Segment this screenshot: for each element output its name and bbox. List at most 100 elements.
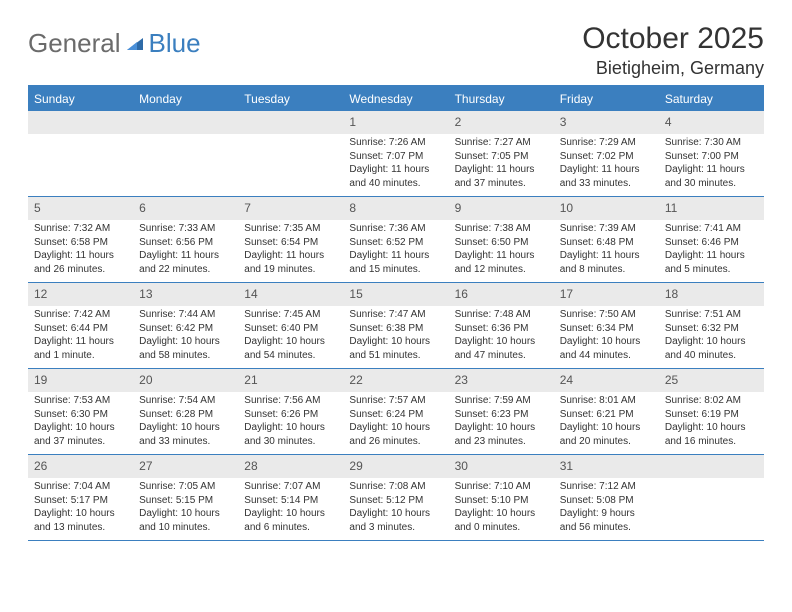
week-row: ...1Sunrise: 7:26 AMSunset: 7:07 PMDayli… (28, 111, 764, 197)
day-number-row: 31 (554, 455, 659, 478)
day-body: Sunrise: 8:01 AMSunset: 6:21 PMDaylight:… (554, 392, 659, 454)
day-number-row: 23 (449, 369, 554, 392)
day-body: Sunrise: 7:51 AMSunset: 6:32 PMDaylight:… (659, 306, 764, 368)
day-cell: 18Sunrise: 7:51 AMSunset: 6:32 PMDayligh… (659, 283, 764, 368)
day-body (238, 134, 343, 194)
sunset-text: Sunset: 5:08 PM (560, 494, 653, 508)
sunrise-text: Sunrise: 7:44 AM (139, 308, 232, 322)
sunrise-text: Sunrise: 7:04 AM (34, 480, 127, 494)
sunset-text: Sunset: 6:38 PM (349, 322, 442, 336)
sunset-text: Sunset: 6:28 PM (139, 408, 232, 422)
daylight-text: Daylight: 10 hours and 3 minutes. (349, 507, 442, 534)
day-body: Sunrise: 7:33 AMSunset: 6:56 PMDaylight:… (133, 220, 238, 282)
sunset-text: Sunset: 6:54 PM (244, 236, 337, 250)
daylight-text: Daylight: 9 hours and 56 minutes. (560, 507, 653, 534)
daylight-text: Daylight: 10 hours and 26 minutes. (349, 421, 442, 448)
day-body: Sunrise: 7:08 AMSunset: 5:12 PMDaylight:… (343, 478, 448, 540)
sunrise-text: Sunrise: 7:32 AM (34, 222, 127, 236)
sunrise-text: Sunrise: 7:39 AM (560, 222, 653, 236)
day-number-row: 7 (238, 197, 343, 220)
day-cell: 15Sunrise: 7:47 AMSunset: 6:38 PMDayligh… (343, 283, 448, 368)
day-body: Sunrise: 7:32 AMSunset: 6:58 PMDaylight:… (28, 220, 133, 282)
sunset-text: Sunset: 6:56 PM (139, 236, 232, 250)
sunrise-text: Sunrise: 7:10 AM (455, 480, 548, 494)
daylight-text: Daylight: 10 hours and 54 minutes. (244, 335, 337, 362)
sunrise-text: Sunrise: 7:08 AM (349, 480, 442, 494)
day-cell: 7Sunrise: 7:35 AMSunset: 6:54 PMDaylight… (238, 197, 343, 282)
day-number-row: 28 (238, 455, 343, 478)
day-body (133, 134, 238, 194)
day-number: 10 (560, 201, 573, 215)
day-body: Sunrise: 8:02 AMSunset: 6:19 PMDaylight:… (659, 392, 764, 454)
day-body: Sunrise: 7:56 AMSunset: 6:26 PMDaylight:… (238, 392, 343, 454)
title-block: October 2025 Bietigheim, Germany (582, 22, 764, 79)
sunset-text: Sunset: 6:24 PM (349, 408, 442, 422)
daylight-text: Daylight: 10 hours and 23 minutes. (455, 421, 548, 448)
day-number-row: 19 (28, 369, 133, 392)
sunset-text: Sunset: 6:52 PM (349, 236, 442, 250)
day-cell: 28Sunrise: 7:07 AMSunset: 5:14 PMDayligh… (238, 455, 343, 540)
day-cell: 26Sunrise: 7:04 AMSunset: 5:17 PMDayligh… (28, 455, 133, 540)
daylight-text: Daylight: 11 hours and 15 minutes. (349, 249, 442, 276)
day-number: 15 (349, 287, 362, 301)
day-header-wednesday: Wednesday (343, 87, 448, 111)
sunrise-text: Sunrise: 7:45 AM (244, 308, 337, 322)
sunrise-text: Sunrise: 7:56 AM (244, 394, 337, 408)
day-cell: 4Sunrise: 7:30 AMSunset: 7:00 PMDaylight… (659, 111, 764, 196)
day-number-row: 18 (659, 283, 764, 306)
day-number: 9 (455, 201, 462, 215)
day-number: 7 (244, 201, 251, 215)
daylight-text: Daylight: 11 hours and 37 minutes. (455, 163, 548, 190)
day-number: 11 (665, 201, 677, 215)
brand-general: General (28, 28, 121, 59)
sunset-text: Sunset: 6:40 PM (244, 322, 337, 336)
day-number: 20 (139, 373, 152, 387)
day-number: 5 (34, 201, 41, 215)
week-row: 19 Sunrise: 7:53 AMSunset: 6:30 PMDayligh… (28, 369, 764, 455)
day-cell: . (133, 111, 238, 196)
day-body: Sunrise: 7:53 AMSunset: 6:30 PMDaylight:… (28, 392, 133, 454)
sunset-text: Sunset: 5:15 PM (139, 494, 232, 508)
day-cell: 11Sunrise: 7:41 AMSunset: 6:46 PMDayligh… (659, 197, 764, 282)
day-cell: 10 Sunrise: 7:39 AMSunset: 6:48 PMDayligh… (554, 197, 659, 282)
day-number: 1 (349, 115, 356, 129)
day-cell: 27Sunrise: 7:05 AMSunset: 5:15 PMDayligh… (133, 455, 238, 540)
day-header-thursday: Thursday (449, 87, 554, 111)
day-cell: 29Sunrise: 7:08 AMSunset: 5:12 PMDayligh… (343, 455, 448, 540)
sunset-text: Sunset: 6:46 PM (665, 236, 758, 250)
day-body (28, 134, 133, 194)
day-number-row: . (133, 111, 238, 134)
day-body: Sunrise: 7:29 AMSunset: 7:02 PMDaylight:… (554, 134, 659, 196)
day-body: Sunrise: 7:07 AMSunset: 5:14 PMDaylight:… (238, 478, 343, 540)
day-cell: 9Sunrise: 7:38 AMSunset: 6:50 PMDaylight… (449, 197, 554, 282)
day-number: 6 (139, 201, 146, 215)
day-number: 19 (34, 373, 47, 387)
daylight-text: Daylight: 11 hours and 1 minute. (34, 335, 127, 362)
day-number-row: 10 (554, 197, 659, 220)
daylight-text: Daylight: 10 hours and 37 minutes. (34, 421, 127, 448)
sunset-text: Sunset: 5:12 PM (349, 494, 442, 508)
day-number: 30 (455, 459, 468, 473)
day-body: Sunrise: 7:12 AMSunset: 5:08 PMDaylight:… (554, 478, 659, 540)
day-cell: 25Sunrise: 8:02 AMSunset: 6:19 PMDayligh… (659, 369, 764, 454)
daylight-text: Daylight: 10 hours and 6 minutes. (244, 507, 337, 534)
day-number: 17 (560, 287, 573, 301)
day-body: Sunrise: 7:04 AMSunset: 5:17 PMDaylight:… (28, 478, 133, 540)
calendar: Sunday Monday Tuesday Wednesday Thursday… (28, 85, 764, 541)
sunrise-text: Sunrise: 7:35 AM (244, 222, 337, 236)
sunset-text: Sunset: 7:00 PM (665, 150, 758, 164)
day-number: 31 (560, 459, 573, 473)
day-body: Sunrise: 7:57 AMSunset: 6:24 PMDaylight:… (343, 392, 448, 454)
day-number: 14 (244, 287, 257, 301)
header: General Blue October 2025 Bietigheim, Ge… (28, 22, 764, 79)
sunset-text: Sunset: 6:42 PM (139, 322, 232, 336)
sunrise-text: Sunrise: 7:48 AM (455, 308, 548, 322)
day-body: Sunrise: 7:42 AMSunset: 6:44 PMDaylight:… (28, 306, 133, 368)
sunrise-text: Sunrise: 8:02 AM (665, 394, 758, 408)
day-number: 3 (560, 115, 567, 129)
day-number-row: 2 (449, 111, 554, 134)
sunrise-text: Sunrise: 7:30 AM (665, 136, 758, 150)
day-body: Sunrise: 7:39 AMSunset: 6:48 PMDaylight:… (554, 220, 659, 282)
sunrise-text: Sunrise: 7:33 AM (139, 222, 232, 236)
day-header-saturday: Saturday (659, 87, 764, 111)
